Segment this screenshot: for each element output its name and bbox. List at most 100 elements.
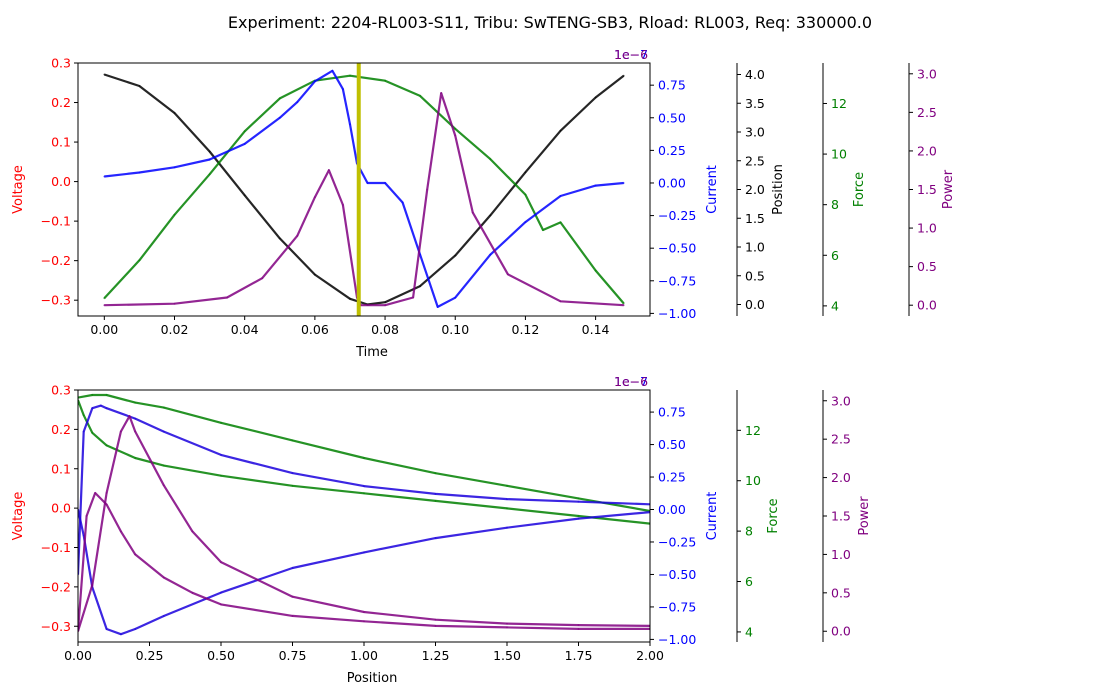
series-point-current-2	[331, 69, 334, 72]
series-point-current-2	[162, 430, 165, 433]
series-point-current-2	[91, 407, 94, 410]
series-point-current-2	[506, 498, 508, 500]
series-point-current-3	[577, 517, 580, 520]
series-point-force-1	[419, 95, 421, 97]
axis-voltage: −0.3 −0.2 −0.1 0.0 0.1 0.2 0.3 Voltage	[11, 383, 78, 634]
series-point-force-1	[91, 431, 94, 434]
series-point-position-0	[524, 171, 527, 174]
series-point-force-1	[454, 127, 457, 130]
y-tick-label: −0.3	[41, 293, 71, 308]
series-point-force-1	[559, 221, 562, 224]
series-point-force-0	[506, 484, 508, 487]
series-point-current-3	[105, 628, 108, 630]
y-tick-label: 0.1	[51, 135, 71, 150]
series-point-position-0	[419, 285, 421, 287]
series-point-current-3	[162, 615, 165, 617]
series-point-force-1	[291, 484, 294, 487]
series-point-current-3	[506, 526, 508, 529]
series-point-power-3	[328, 169, 330, 172]
series-point-force-1	[577, 515, 580, 517]
series-group	[103, 69, 625, 308]
series-point-current-2	[103, 175, 106, 178]
axis-current: −1.00 −0.75 −0.50 −0.25 0.00 0.25 0.50 0.75 Curr…	[614, 47, 720, 321]
y-tick-label: 0.0	[51, 501, 71, 516]
series-point-power-4	[291, 615, 294, 617]
series-point-force-0	[220, 421, 222, 424]
x-tick-label: 0.02	[161, 322, 189, 337]
series-point-current-3	[363, 551, 365, 554]
y-tick-label: 2.5	[745, 153, 765, 168]
series-point-current-2	[82, 430, 85, 433]
series-line-force-0	[78, 393, 650, 513]
y-tick-label: 0.75	[658, 78, 686, 93]
series-point-current-3	[291, 567, 294, 569]
series-point-force-0	[134, 401, 137, 404]
series-point-power-5	[434, 618, 437, 621]
series-point-current-2	[622, 182, 625, 184]
series-point-power-3	[226, 296, 229, 299]
y-tick-label: 0.00	[658, 502, 686, 517]
series-point-force-1	[134, 457, 137, 459]
axis-current: −1.00 −0.75 −0.50 −0.25 0.00 0.25 0.50 0.75 Curr…	[614, 374, 720, 647]
series-point-position-0	[314, 273, 316, 276]
plot-frame	[77, 62, 651, 317]
series-point-power-4	[577, 628, 580, 630]
series-point-position-0	[454, 254, 457, 257]
y-tick-label: −0.75	[658, 273, 696, 288]
y-tick-label: 0.3	[51, 56, 71, 71]
series-point-power-5	[506, 622, 508, 625]
series-point-power-3	[261, 277, 264, 280]
series-point-position-0	[559, 129, 562, 132]
offset-text-power: 1e−6	[614, 47, 648, 62]
series-point-power-3	[412, 296, 414, 299]
series-point-force-1	[278, 97, 281, 100]
y-axis-label-current: Current	[705, 165, 720, 214]
series-point-power-4	[85, 515, 88, 517]
x-tick-label: 0.12	[512, 322, 540, 337]
series-point-power-3	[559, 300, 562, 303]
axis-power: 0.0 0.5 1.0 1.5 2.0 2.5 3.0 Power 1e−6	[614, 374, 872, 642]
axis-force: 4 6 8 10 12 Force	[736, 390, 781, 642]
y-tick-label: −0.2	[41, 253, 71, 268]
x-tick-label: 1.00	[350, 648, 378, 663]
series-point-power-5	[105, 492, 108, 494]
series-point-power-5	[577, 624, 580, 626]
y-tick-label: 1.5	[831, 509, 851, 524]
y-tick-label: 0.5	[745, 268, 765, 283]
series-point-current-2	[296, 101, 299, 103]
y-tick-label: 0.00	[658, 175, 686, 190]
series-point-power-5	[134, 430, 137, 433]
axis-voltage: −0.3 −0.2 −0.1 0.0 0.1 0.2 0.3 Voltage	[11, 56, 78, 308]
series-point-current-2	[314, 80, 316, 83]
y-tick-label: 4	[831, 298, 839, 313]
series-point-current-2	[489, 253, 492, 256]
series-point-force-0	[577, 497, 580, 500]
y-axis-label-voltage: Voltage	[11, 492, 26, 541]
y-axis-label-voltage: Voltage	[11, 165, 26, 214]
series-line-power-5	[78, 415, 650, 632]
series-point-position-0	[622, 74, 625, 77]
series-point-force-0	[291, 439, 294, 442]
y-tick-label: 10	[745, 473, 761, 488]
series-point-position-0	[138, 85, 141, 87]
series-point-power-3	[622, 304, 625, 307]
x-tick-label: 0.06	[301, 322, 329, 337]
y-tick-label: 4	[745, 624, 753, 639]
y-tick-label: −0.25	[658, 534, 696, 549]
series-point-power-3	[342, 204, 344, 206]
series-point-current-2	[366, 182, 369, 184]
y-tick-label: 2.0	[917, 143, 937, 158]
y-tick-label: 0.2	[51, 95, 71, 110]
series-point-power-5	[220, 561, 222, 563]
y-tick-label: 0.3	[51, 383, 71, 398]
series-point-force-1	[243, 130, 246, 133]
series-point-position-0	[594, 96, 597, 99]
series-point-force-1	[542, 229, 544, 231]
series-point-power-3	[103, 304, 106, 307]
series-point-power-4	[105, 503, 108, 506]
y-tick-label: 10	[831, 147, 847, 162]
series-point-power-5	[91, 584, 94, 586]
y-tick-label: −0.1	[41, 214, 71, 229]
y-tick-label: 3.5	[745, 96, 765, 111]
